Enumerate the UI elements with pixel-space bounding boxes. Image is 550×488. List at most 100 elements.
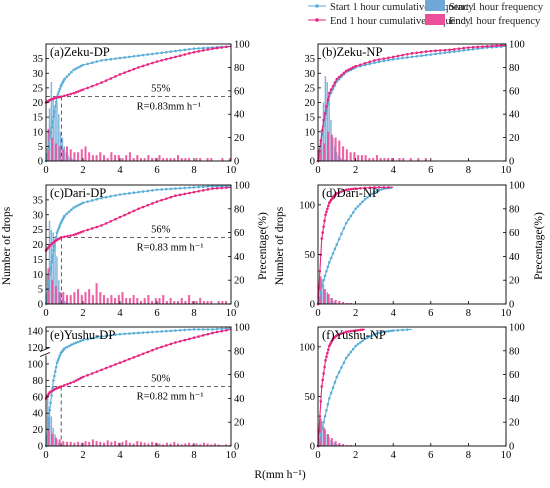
start-cumulative-point [58,354,62,357]
end-cumulative-point [118,73,122,76]
start-cumulative-point [201,185,205,189]
end-cumulative-point [79,89,82,92]
x-tick-label: 10 [226,165,237,176]
end-cumulative-point [382,57,386,60]
end-frequency-bar [139,441,143,446]
end-cumulative-point [178,339,182,343]
start-cumulative-point [72,68,76,72]
start-frequency-bar [320,131,323,161]
y2-tick-label: 60 [509,228,520,239]
start-cumulative-point [48,409,51,412]
y-tick-label: 60 [33,392,44,403]
end-cumulative-point [63,235,66,239]
end-cumulative-point [333,81,337,84]
end-cumulative-point [481,45,484,48]
end-cumulative-point [141,64,145,68]
end-cumulative-point [320,237,324,240]
end-frequency-bar [121,441,124,446]
start-cumulative-point [361,339,364,342]
end-cumulative-point [188,337,191,341]
start-cumulative-point [396,57,400,60]
end-frequency-bar [80,149,83,161]
end-frequency-bar [173,301,176,304]
start-cumulative-point [65,345,69,349]
end-frequency-bar [47,417,50,446]
y-tick-label: 25 [33,225,44,236]
end-frequency-bar [162,158,165,161]
end-cumulative-point [462,46,466,50]
end-cumulative-point [66,382,69,386]
y2-tick-label: 100 [509,40,525,51]
start-cumulative-point [387,58,390,62]
end-cumulative-point [467,46,470,49]
y-tick-label: 80 [33,376,44,387]
start-cumulative-point [420,54,423,57]
end-cumulative-point [359,63,362,67]
end-frequency-bar [202,442,205,446]
start-cumulative-point [329,391,333,395]
axis-break-gap [43,349,49,356]
end-frequency-bar [62,441,65,446]
end-cumulative-point [127,69,131,73]
start-cumulative-point [63,77,66,81]
legend-marker-swatch [315,18,319,22]
end-frequency-bar [176,443,180,446]
end-cumulative-point [192,190,196,194]
y2-tick-label: 100 [509,181,525,192]
start-cumulative-point [225,327,228,330]
start-cumulative-point [323,414,327,418]
y-label-right-col2: Precentage(%) [533,212,545,280]
end-frequency-bar [102,442,106,446]
end-frequency-bar [132,295,135,304]
end-frequency-bar [136,441,139,446]
end-frequency-bar [180,444,183,446]
end-frequency-bar [73,442,76,446]
y2-tick-label: 80 [509,63,520,74]
y2-tick-label: 100 [509,323,525,334]
legend-marker-swatch [315,4,319,8]
start-cumulative-point [79,202,82,206]
end-frequency-bar [319,276,322,304]
x-tick-label: 2 [353,450,358,461]
end-cumulative-point [344,188,348,192]
end-frequency-bar [213,443,217,446]
end-cumulative-point [197,189,200,193]
start-cumulative-point [356,342,360,346]
start-cumulative-point [49,131,52,134]
end-cumulative-point [109,77,113,80]
end-frequency-bar [319,149,322,161]
start-cumulative-point [132,191,136,195]
end-cumulative-point [100,368,103,372]
start-cumulative-point [337,370,341,374]
y2-tick-label: 80 [234,63,245,74]
end-cumulative-point [132,356,136,359]
end-frequency-bar [402,158,405,161]
end-cumulative-point [410,52,414,55]
x-tick-label: 4 [391,450,397,461]
y2-tick-label: 60 [509,86,520,97]
end-frequency-bar [147,155,150,161]
y-tick-label: 20 [33,98,44,109]
start-frequency-bar [52,99,54,161]
end-cumulative-point [81,230,85,233]
legend-label: Start 1 hour frequency [449,2,544,13]
y2-tick-label: 40 [234,110,245,121]
end-frequency-bar [165,442,168,446]
end-cumulative-point [60,95,63,98]
y2-tick-label: 80 [509,204,520,215]
end-frequency-bar [338,443,341,446]
end-cumulative-point [151,61,154,65]
end-frequency-bar [73,152,76,161]
end-cumulative-point [146,350,150,354]
end-cumulative-point [141,205,145,209]
end-cumulative-point [354,187,357,190]
x-tick-label: 2 [353,308,358,319]
start-cumulative-point [188,47,191,51]
panel-title: (c)Dari-DP [50,186,106,200]
end-frequency-bar [210,444,213,446]
start-cumulative-point [47,142,51,145]
end-cumulative-point [104,222,108,225]
end-cumulative-point [215,46,219,50]
end-cumulative-point [81,375,85,379]
